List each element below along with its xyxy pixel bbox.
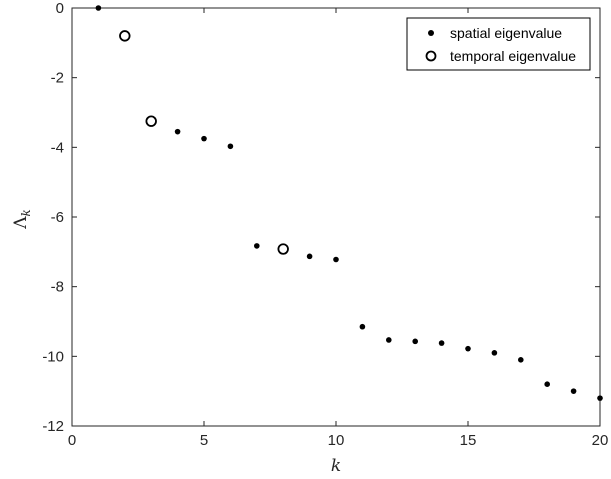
y-tick-label: -12 <box>42 418 64 435</box>
spatial-eigenvalue-point <box>518 357 524 363</box>
spatial-eigenvalue-point <box>95 5 102 11</box>
y-tick-label: -4 <box>51 139 64 156</box>
y-tick-label: -6 <box>51 209 64 226</box>
spatial-eigenvalue-point <box>253 243 260 249</box>
x-tick-label: 15 <box>460 432 477 449</box>
x-tick-label: 0 <box>68 432 76 449</box>
spatial-eigenvalue-point <box>174 128 181 135</box>
spatial-eigenvalue-point <box>359 323 366 330</box>
plot-area <box>71 7 601 427</box>
x-tick-label: 5 <box>200 432 208 449</box>
spatial-eigenvalue-point <box>201 135 207 142</box>
spatial-eigenvalue-point <box>544 381 550 388</box>
spatial-eigenvalue-point <box>465 345 471 352</box>
spatial-eigenvalue-point <box>333 256 339 263</box>
legend-label-temporal: temporal eigenvalue <box>450 48 576 64</box>
spatial-eigenvalue-point <box>491 350 498 356</box>
legend-box <box>406 17 591 71</box>
temporal-eigenvalue-point <box>277 243 289 255</box>
spatial-eigenvalue-point <box>438 340 445 346</box>
x-axis: 0 5 10 15 20 <box>68 8 609 449</box>
spatial-eigenvalue-point <box>386 337 392 343</box>
y-axis-label: Λk <box>11 209 33 230</box>
spatial-eigenvalue-point <box>306 253 313 260</box>
x-axis-label: k <box>331 456 341 476</box>
legend: spatial eigenvalue temporal eigenvalue <box>406 17 591 71</box>
y-axis: 0 -2 -4 -6 -8 -10 -12 <box>42 0 600 435</box>
temporal-eigenvalue-point <box>145 115 157 127</box>
y-axis-label-main: Λ <box>11 216 31 230</box>
spatial-eigenvalue-point <box>412 338 419 345</box>
x-tick-label: 20 <box>592 432 609 449</box>
temporal-eigenvalue-point <box>119 30 131 42</box>
y-axis-label-subscript: k <box>19 209 33 216</box>
y-tick-label: 0 <box>56 0 64 17</box>
x-tick-label: 10 <box>328 432 345 449</box>
y-tick-label: -8 <box>51 279 64 296</box>
spatial-eigenvalue-point <box>570 388 577 394</box>
legend-marker-temporal <box>425 50 437 62</box>
y-tick-label: -2 <box>51 70 64 87</box>
data-points <box>95 5 603 401</box>
spatial-eigenvalue-point <box>227 143 234 150</box>
spatial-eigenvalue-point <box>597 395 603 401</box>
y-tick-label: -10 <box>42 348 64 365</box>
legend-marker-spatial <box>428 30 434 36</box>
legend-label-spatial: spatial eigenvalue <box>450 25 562 41</box>
